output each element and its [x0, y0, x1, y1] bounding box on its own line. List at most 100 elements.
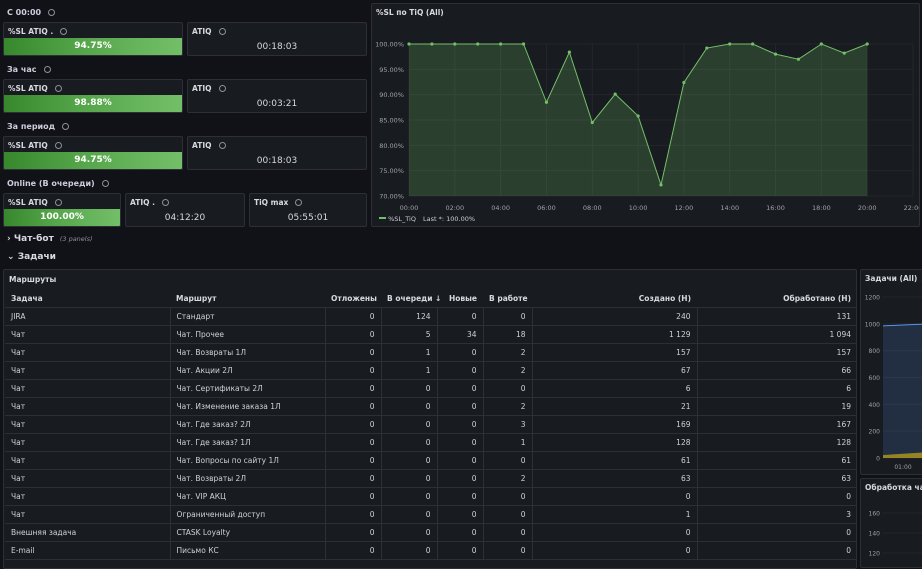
table-cell: 18 [483, 325, 533, 344]
column-header[interactable]: В очереди ↓ [381, 290, 441, 308]
table-cell: 0 [437, 307, 484, 326]
table-row[interactable]: Чат Чат. Сертификаты 2Л 0 0 0 0 6 6 [5, 379, 856, 398]
info-icon[interactable] [60, 28, 68, 35]
info-icon[interactable] [54, 85, 62, 92]
table-row[interactable]: JIRA Стандарт 0 124 0 0 240 131 [5, 307, 856, 326]
table-cell: 0 [381, 433, 438, 452]
table-cell: 2 [483, 343, 533, 362]
info-icon[interactable] [218, 28, 226, 35]
info-icon[interactable] [54, 142, 62, 149]
table-cell: 0 [325, 397, 382, 416]
table-row[interactable]: Чат Чат. Акции 2Л 0 1 0 2 67 66 [5, 361, 856, 380]
table-cell: 0 [325, 451, 382, 470]
section-last-hour: За час [7, 65, 51, 74]
info-icon[interactable] [295, 199, 303, 206]
data-point [499, 42, 503, 46]
section-online-queue: Online (В очереди) [7, 179, 109, 188]
row-tasks[interactable]: ⌄ Задачи [7, 252, 56, 262]
column-header[interactable]: Новые [437, 290, 483, 308]
table-cell: 0 [437, 469, 484, 488]
table-row[interactable]: Чат Чат. Где заказ? 2Л 0 0 0 3 169 167 [5, 415, 856, 434]
table-cell: Чат [5, 379, 171, 398]
info-icon[interactable] [161, 199, 169, 206]
y-tick-label: 400 [869, 402, 881, 409]
stat-panel-atiq-3[interactable]: ATIQ 00:18:03 [187, 136, 367, 170]
stat-panel-atiq-1[interactable]: ATIQ 00:18:03 [187, 22, 367, 56]
table-row[interactable]: Чат Чат. Вопросы по сайту 1Л 0 0 0 0 61 61 [5, 451, 856, 470]
data-point [430, 42, 434, 46]
row-chatbot[interactable]: › Чат-бот (3 panels) [7, 234, 93, 244]
chart-panel-sl-tiq[interactable]: %SL по TiQ (All) 100.00% 95.00% 90.00% 85.0… [371, 3, 920, 227]
info-icon[interactable] [54, 199, 62, 206]
table-cell: 1 129 [532, 325, 698, 344]
stat-panel-sl-atiq-1[interactable]: %SL ATIQ . 94.75% [3, 22, 183, 56]
table-cell: 1 [483, 433, 533, 452]
column-header[interactable]: Создано (Н) [532, 290, 697, 308]
column-header[interactable]: Отложены [325, 290, 381, 308]
table-row[interactable]: Чат Чат. Возвраты 2Л 0 0 0 2 63 63 [5, 469, 856, 488]
table-cell: JIRA [5, 307, 171, 326]
y-tick-label: 0 [876, 456, 880, 463]
table-row[interactable]: Чат Чат. VIP АКЦ 0 0 0 0 0 0 [5, 487, 856, 506]
table-row[interactable]: Чат Ограниченный доступ 0 0 0 0 1 3 [5, 505, 856, 524]
table-cell: 66 [697, 361, 856, 380]
table-row[interactable]: Чат Чат. Изменение заказа 1Л 0 0 0 2 21 19 [5, 397, 856, 416]
stat-panel-tiq-max[interactable]: TiQ max 05:55:01 [249, 193, 367, 227]
table-cell: 0 [483, 307, 533, 326]
info-icon[interactable] [218, 85, 226, 92]
stat-panel-atiq-online[interactable]: ATIQ . 04:12:20 [125, 193, 245, 227]
table-cell: 0 [325, 433, 382, 452]
y-tick-label: 85.00% [379, 117, 404, 125]
data-point [613, 92, 617, 96]
panel-title: Обработка чато [865, 483, 922, 492]
table-row[interactable]: Чат Чат. Прочее 0 5 34 18 1 129 1 094 [5, 325, 856, 344]
table-cell: 0 [437, 523, 484, 542]
info-icon[interactable] [48, 9, 56, 16]
table-cell: 0 [325, 361, 382, 380]
data-point [751, 42, 755, 46]
stat-panel-sl-atiq-online[interactable]: %SL ATIQ 100.00% [3, 193, 121, 227]
table-cell: 6 [697, 379, 856, 398]
chart-panel-chat-processing[interactable]: Обработка чато 160 140 120 [860, 478, 922, 568]
info-icon[interactable] [101, 180, 109, 187]
y-tick-label: 1200 [865, 295, 880, 302]
column-header[interactable]: В работе [483, 290, 532, 308]
info-icon[interactable] [43, 66, 51, 73]
table-cell: Чат. Прочее [170, 325, 326, 344]
info-icon[interactable] [62, 123, 70, 130]
table-row[interactable]: Чат Чат. Возвраты 1Л 0 1 0 2 157 157 [5, 343, 856, 362]
data-point [819, 42, 823, 46]
table-cell: 0 [483, 487, 533, 506]
table-cell: 0 [381, 397, 438, 416]
table-row[interactable]: Чат Чат. Где заказ? 1Л 0 0 0 1 128 128 [5, 433, 856, 452]
table-cell: 1 [381, 343, 438, 362]
column-header[interactable]: Задача [5, 290, 170, 308]
data-point [544, 100, 549, 104]
stat-panel-sl-atiq-3[interactable]: %SL ATIQ 94.75% [3, 136, 183, 170]
stat-panel-atiq-2[interactable]: ATIQ 00:03:21 [187, 79, 367, 113]
table-cell: Чат. Вопросы по сайту 1Л [170, 451, 326, 470]
table-cell: 0 [483, 379, 533, 398]
x-tick-label: 10:00 [629, 204, 648, 212]
table-row[interactable]: E-mail Письмо КС 0 0 0 0 0 0 [5, 541, 856, 560]
table-cell: 2 [483, 361, 533, 380]
column-header[interactable]: Обработано (Н) [697, 290, 856, 308]
table-panel-routes[interactable]: Маршруты Задача Маршрут Отложены В очереди … [3, 269, 857, 569]
table-cell: 5 [381, 325, 438, 344]
panel-title: TiQ max [254, 198, 303, 207]
table-cell: Стандарт [170, 307, 326, 326]
y-tick-label: 800 [869, 348, 881, 355]
stat-panel-sl-atiq-2[interactable]: %SL ATIQ 98.88% [3, 79, 183, 113]
column-header[interactable]: Маршрут [170, 290, 325, 308]
table-row[interactable]: Внешняя задача CTASK Loyalty 0 0 0 0 0 0 [5, 523, 856, 542]
info-icon[interactable] [218, 142, 226, 149]
table-cell: 0 [483, 451, 533, 470]
table-cell: 3 [483, 415, 533, 434]
table-cell: 0 [437, 541, 484, 560]
section-since-midnight: С 00:00 [7, 8, 56, 17]
table-cell: Чат [5, 469, 171, 488]
table-cell: 0 [437, 379, 484, 398]
chart-legend[interactable]: %SL_TiQ Last *: 100.00% [379, 215, 475, 223]
table-cell: 128 [532, 433, 698, 452]
